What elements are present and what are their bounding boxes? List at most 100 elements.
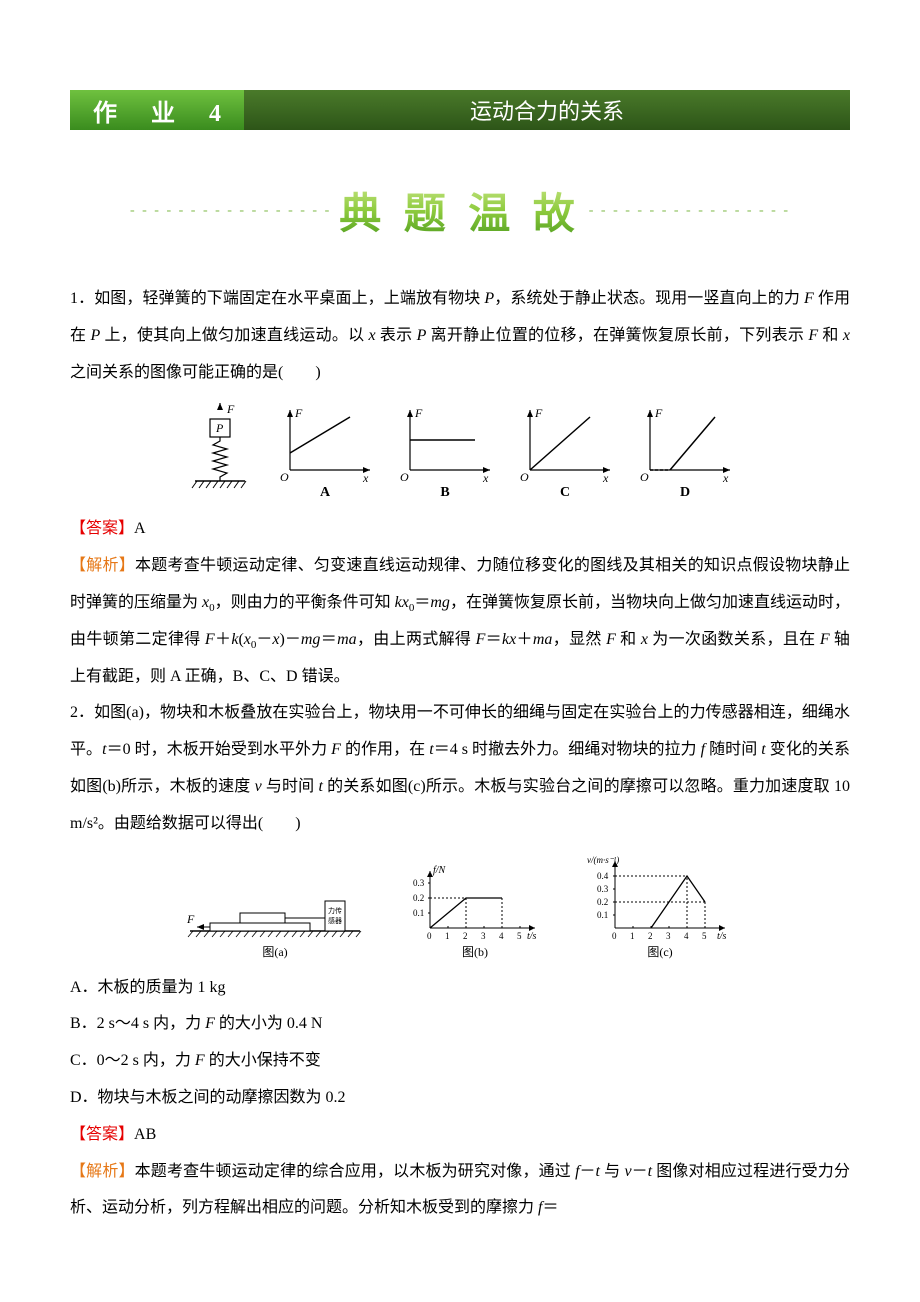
spring-P-label: P [215, 421, 224, 435]
q2-opt-B: B．2 s～4 s 内，力 F 的大小为 0.4 N [70, 1006, 850, 1043]
q1-ans-label: 【答案】 [70, 520, 134, 537]
figc-x0: 0 [612, 931, 617, 941]
q2-s2: ＝0 时，木板开始受到水平外力 [107, 741, 332, 758]
q2-eeq: ＝ [542, 1199, 558, 1216]
q1-eF2: F [476, 631, 486, 648]
q1-e7: ，显然 [552, 631, 606, 648]
q1-graph-C: F x O C [515, 405, 615, 501]
q1-e9: 为一次函数关系，且在 [648, 631, 820, 648]
axis-F-D: F [654, 406, 663, 420]
q1-eF4: F [820, 631, 830, 648]
figb-xlabel: t/s [527, 931, 537, 942]
q1-emg: mg [430, 594, 450, 611]
q1-expl-label: 【解析】 [70, 557, 135, 574]
figb-caption: 图(b) [405, 943, 545, 960]
q2-explanation: 【解析】本题考查牛顿运动定律的综合应用，以木板为研究对像，通过 f－t 与 v－… [70, 1154, 850, 1228]
q1-e6: ，由上两式解得 [357, 631, 476, 648]
q2-opt-A: A．木板的质量为 1 kg [70, 970, 850, 1007]
q1-eeq2: ＝ [485, 631, 502, 648]
q1-F: F [804, 290, 814, 307]
figc-y4: 0.4 [597, 871, 609, 881]
q1-ex3: x [641, 631, 648, 648]
q1-ema: ma [337, 631, 357, 648]
q2-e1: 本题考查牛顿运动定律的综合应用，以木板为研究对像，通过 [135, 1163, 575, 1180]
q2-ans-label: 【答案】 [70, 1126, 134, 1143]
q2-s5: 随时间 [705, 741, 761, 758]
label-A: A [275, 485, 375, 501]
assignment-banner: 作 业 4 运动合力的关系 [70, 90, 850, 130]
q2-opt-C: C．0～2 s 内，力 F 的大小保持不变 [70, 1043, 850, 1080]
q2-s3: 的作用，在 [341, 741, 429, 758]
q1-figure-row: F P F x O A [70, 401, 850, 501]
q1-graph-A: F x O A [275, 405, 375, 501]
q1-s5: 表示 [376, 327, 417, 344]
axis-x-B: x [482, 471, 489, 485]
axis-x-A: x [362, 471, 369, 485]
sensor-label-1: 力传 [328, 906, 342, 915]
q1-graph-D: F x O D [635, 405, 735, 501]
spring-F-label: F [226, 402, 235, 416]
q1-x: x [369, 327, 376, 344]
q2-ed2: － [632, 1163, 648, 1180]
figc-y3: 0.3 [597, 884, 609, 894]
q1-e2: ，则由力的平衡条件可知 [215, 594, 395, 611]
q2-fig-b: f/N t/s 0.1 0.2 0.3 0 1 2 3 4 5 [405, 863, 545, 960]
figb-x3: 3 [481, 931, 486, 941]
origin-B: O [400, 470, 409, 484]
axis-x-D: x [722, 471, 729, 485]
q1-x2: x [843, 327, 850, 344]
q1-s6: 离开静止位置的位移，在弹簧恢复原长前，下列表示 [426, 327, 808, 344]
q2-s7: 与时间 [262, 778, 319, 795]
q1-ekx: kx [395, 594, 409, 611]
q1-s4: 上，使其向上做匀加速直线运动。以 [100, 327, 368, 344]
q1-em2: － [285, 631, 301, 648]
q2-fig-c: v/(m·s⁻¹) t/s 0.1 0.2 0.3 0.4 0 1 2 3 4 … [585, 853, 735, 960]
q1-num: 1． [70, 290, 94, 307]
q2-ans-value: AB [134, 1126, 156, 1143]
ribbon-title: 典 题 温 故 [335, 180, 585, 241]
q2-fig-a: 力传 感器 F 图(a) [185, 883, 365, 960]
q2-e2: 与 [600, 1163, 624, 1180]
q1-eeq: ＝ [320, 631, 337, 648]
q2-optC-F: F [195, 1052, 205, 1069]
q2-optB-F: F [205, 1015, 215, 1032]
figc-xlabel: t/s [717, 931, 727, 942]
q1-e5: ＋ [215, 631, 232, 648]
figb-x2: 2 [463, 931, 468, 941]
q1-s8: 之间关系的图像可能正确的是( ) [70, 364, 321, 381]
axis-x-C: x [602, 471, 609, 485]
q1-ex0c: x [244, 631, 251, 648]
q1-P2: P [90, 327, 100, 344]
section-ribbon: - - - - - - - - - - - - - - - - - 典 题 温 … [70, 180, 850, 241]
origin-A: O [280, 470, 289, 484]
q2-ev: v [624, 1163, 631, 1180]
figc-x5: 5 [702, 931, 707, 941]
figc-caption: 图(c) [585, 943, 735, 960]
ribbon-dashes-left: - - - - - - - - - - - - - - - - - [130, 203, 331, 219]
q1-eF: F [205, 631, 215, 648]
q1-eplus: ＋ [516, 631, 533, 648]
q1-graph-B: F x O B [395, 405, 495, 501]
q1-s7: 和 [818, 327, 843, 344]
origin-D: O [640, 470, 649, 484]
q1-explanation: 【解析】本题考查牛顿运动定律、匀变速直线运动规律、力随位移变化的图线及其相关的知… [70, 548, 850, 695]
q2-figure-row: 力传 感器 F 图(a) f/N t/s 0.1 0.2 0.3 [70, 853, 850, 960]
banner-right-title: 运动合力的关系 [244, 90, 850, 130]
figb-x5: 5 [517, 931, 522, 941]
q1-spring-diagram: F P [185, 401, 255, 501]
q1-e3: ＝ [414, 594, 430, 611]
q1-eF3: F [606, 631, 616, 648]
q1-F2: F [808, 327, 818, 344]
q1-s2: ，系统处于静止状态。现用一竖直向上的力 [494, 290, 804, 307]
figc-x3: 3 [666, 931, 671, 941]
q2-options: A．木板的质量为 1 kg B．2 s～4 s 内，力 F 的大小为 0.4 N… [70, 970, 850, 1117]
q1-ekx2: kx [502, 631, 516, 648]
q1-ans-value: A [134, 520, 146, 537]
q1-stem: 1．如图，轻弹簧的下端固定在水平桌面上，上端放有物块 P，系统处于静止状态。现用… [70, 281, 850, 391]
figa-F: F [186, 912, 195, 926]
figa-caption: 图(a) [185, 943, 365, 960]
figb-ylabel: f/N [433, 865, 447, 876]
axis-F-C: F [534, 406, 543, 420]
figb-x4: 4 [499, 931, 504, 941]
sensor-label-2: 感器 [328, 916, 342, 925]
